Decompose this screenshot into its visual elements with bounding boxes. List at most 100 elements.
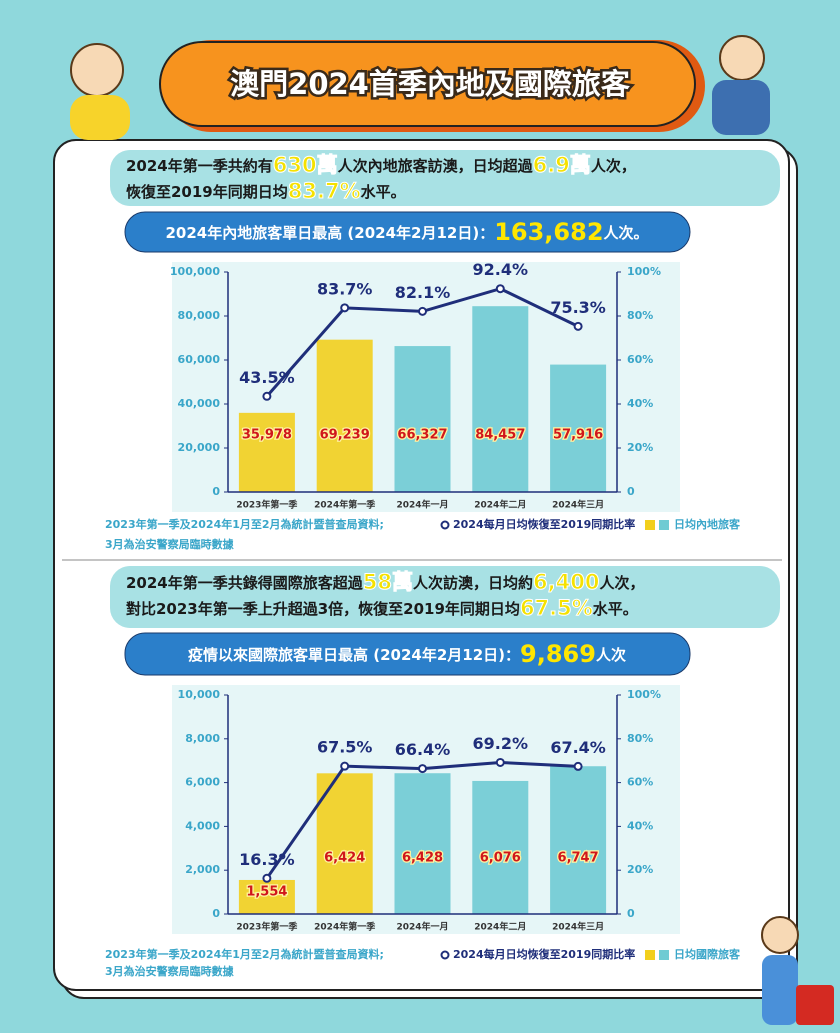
record-highlight: 9,869 bbox=[520, 640, 596, 668]
y-tick-label: 4,000 bbox=[185, 819, 220, 832]
y-tick-label: 8,000 bbox=[185, 732, 220, 745]
bar bbox=[394, 346, 451, 492]
record-text: 人次 bbox=[596, 646, 626, 664]
y-tick-label: 20,000 bbox=[178, 441, 221, 454]
legend-marker bbox=[440, 520, 450, 530]
y-tick-label: 80,000 bbox=[178, 309, 221, 322]
ratio-label: 92.4% bbox=[473, 260, 529, 279]
record-pill bbox=[124, 632, 691, 676]
x-tick-label: 2024年二月 bbox=[474, 921, 526, 933]
logo bbox=[796, 985, 834, 1025]
ratio-label: 67.5% bbox=[317, 738, 373, 757]
summary-line: 對比2023年第一季上升超過3倍，恢復至2019年同期日均67.5%水平。 bbox=[126, 596, 638, 620]
x-tick-label: 2023年第一季 bbox=[236, 499, 298, 511]
y-tick-label: 0 bbox=[212, 907, 220, 920]
bar-label: 69,239 bbox=[320, 428, 370, 443]
ratio-point bbox=[573, 761, 583, 771]
title: 澳門2024首季內地及國際旅客 bbox=[230, 67, 631, 101]
ratio-point bbox=[573, 321, 583, 331]
y2-tick-label: 80% bbox=[627, 309, 653, 322]
bar bbox=[316, 339, 373, 492]
legend-label: 日均內地旅客 bbox=[674, 517, 741, 531]
bar-label: 6,076 bbox=[480, 851, 521, 866]
x-tick-label: 2024年二月 bbox=[474, 499, 526, 511]
character-bottom-body bbox=[762, 955, 798, 1025]
summary-text: 對比2023年第一季上升超過3倍，恢復至2019年同期日均 bbox=[126, 600, 520, 618]
legend-label: 日均國際旅客 bbox=[674, 947, 741, 961]
legend-swatch bbox=[645, 520, 655, 530]
summary-text: 人次內地旅客訪澳，日均超過 bbox=[338, 157, 534, 175]
record-text: 疫情以來國際旅客單日最高 (2024年2月12日)： bbox=[188, 646, 520, 664]
ratio-point bbox=[262, 873, 272, 883]
source-note: 2023年第一季及2024年1月至2月為統計暨普查局資料; bbox=[105, 947, 384, 961]
bar-label: 1,554 bbox=[246, 884, 287, 899]
x-tick-label: 2023年第一季 bbox=[236, 921, 298, 933]
summary-text: 人次， bbox=[599, 574, 644, 592]
highlight: 6,400 bbox=[533, 570, 599, 594]
ratio-label: 69.2% bbox=[473, 734, 529, 753]
source-note: 2023年第一季及2024年1月至2月為統計暨普查局資料; bbox=[105, 517, 384, 531]
bar bbox=[550, 766, 607, 914]
summary-text: 水平。 bbox=[593, 600, 638, 618]
record-text: 2024年內地旅客單日最高 (2024年2月12日)： bbox=[165, 224, 494, 242]
source-note: 3月為治安警察局臨時數據 bbox=[105, 964, 235, 978]
character-left-body bbox=[70, 95, 130, 140]
bar bbox=[238, 879, 295, 914]
y-tick-label: 0 bbox=[212, 485, 220, 498]
highlight: 630萬 bbox=[273, 153, 338, 177]
y2-tick-label: 40% bbox=[627, 819, 653, 832]
x-tick-label: 2024年一月 bbox=[396, 921, 448, 933]
ratio-point bbox=[418, 764, 427, 774]
y2-tick-label: 60% bbox=[627, 353, 653, 366]
summary-line: 2024年第一季共約有630萬人次內地旅客訪澳，日均超過6.9萬人次， bbox=[126, 153, 636, 177]
character-right bbox=[719, 35, 765, 81]
bar-label: 35,978 bbox=[242, 428, 292, 443]
y2-tick-label: 0 bbox=[627, 907, 635, 920]
y-tick-label: 2,000 bbox=[185, 863, 220, 876]
y2-tick-label: 20% bbox=[627, 863, 653, 876]
x-tick-label: 2024年第一季 bbox=[314, 921, 376, 933]
ratio-label: 83.7% bbox=[317, 279, 373, 298]
character-left bbox=[70, 43, 124, 97]
ratio-point bbox=[340, 761, 350, 771]
bar-label: 57,916 bbox=[553, 428, 603, 443]
summary-text: 恢復至2019年同期日均 bbox=[126, 183, 288, 201]
ratio-label: 67.4% bbox=[550, 738, 606, 757]
ratio-label: 66.4% bbox=[395, 740, 451, 759]
x-tick-label: 2024年三月 bbox=[552, 921, 604, 933]
highlight: 58萬 bbox=[363, 570, 413, 594]
bar bbox=[550, 364, 607, 492]
bar-label: 6,428 bbox=[402, 851, 443, 866]
bar-label: 6,424 bbox=[324, 851, 365, 866]
y2-tick-label: 80% bbox=[627, 732, 653, 745]
legend-label: 2024每月日均恢復至2019同期比率 bbox=[453, 947, 635, 961]
y2-tick-label: 40% bbox=[627, 397, 653, 410]
y-tick-label: 6,000 bbox=[185, 776, 220, 789]
y-tick-label: 60,000 bbox=[178, 353, 221, 366]
legend-label: 2024每月日均恢復至2019同期比率 bbox=[453, 517, 635, 531]
summary-text: 人次， bbox=[591, 157, 636, 175]
ratio-label: 16.3% bbox=[239, 850, 295, 869]
summary-line: 恢復至2019年同期日均83.7%水平。 bbox=[126, 179, 406, 203]
record-line: 2024年內地旅客單日最高 (2024年2月12日)：163,682人次。 bbox=[165, 218, 648, 246]
record-text: 人次。 bbox=[604, 224, 649, 242]
bar-label: 66,327 bbox=[397, 428, 447, 443]
summary-box bbox=[110, 150, 780, 206]
bar bbox=[238, 412, 295, 492]
highlight: 83.7% bbox=[288, 179, 361, 203]
legend-swatch bbox=[645, 950, 655, 960]
record-pill bbox=[124, 211, 691, 253]
highlight: 6.9萬 bbox=[533, 153, 591, 177]
legend-swatch bbox=[659, 520, 669, 530]
y2-tick-label: 0 bbox=[627, 485, 635, 498]
y2-tick-label: 60% bbox=[627, 776, 653, 789]
ratio-label: 43.5% bbox=[239, 368, 295, 387]
y-tick-label: 40,000 bbox=[178, 397, 221, 410]
y2-tick-label: 100% bbox=[627, 265, 661, 278]
bar-label: 84,457 bbox=[475, 428, 525, 443]
record-highlight: 163,682 bbox=[494, 218, 603, 246]
bar bbox=[472, 306, 529, 492]
ratio-label: 75.3% bbox=[550, 298, 606, 317]
y2-tick-label: 20% bbox=[627, 441, 653, 454]
source-note: 3月為治安警察局臨時數據 bbox=[105, 537, 235, 551]
